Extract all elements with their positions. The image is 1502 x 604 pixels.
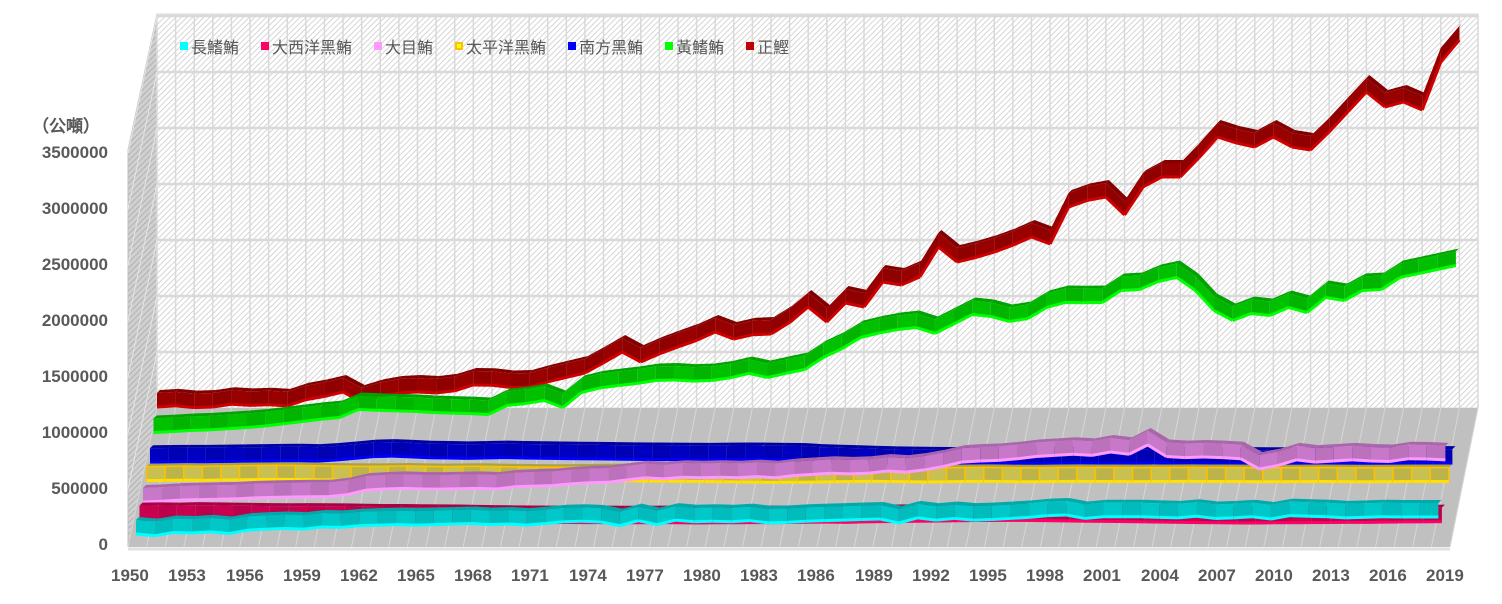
- legend-item-bigeye: 大目鮪: [374, 34, 433, 58]
- legend-swatch-icon: [568, 42, 576, 50]
- y-tick-label: 1000000: [42, 423, 108, 443]
- y-axis-unit-label: （公噸）: [32, 112, 100, 137]
- x-tick-label: 1959: [283, 566, 321, 586]
- legend-swatch-icon: [374, 42, 382, 50]
- x-tick-label: 1995: [969, 566, 1007, 586]
- x-tick-label: 1986: [797, 566, 835, 586]
- legend-label: 大目鮪: [385, 34, 433, 58]
- legend-swatch-icon: [455, 42, 463, 50]
- legend-swatch-icon: [665, 42, 673, 50]
- legend-label: 南方黑鮪: [579, 34, 643, 58]
- y-tick-label: 500000: [51, 479, 108, 499]
- legend-label: 黃鰭鮪: [676, 34, 724, 58]
- x-tick-label: 1974: [569, 566, 607, 586]
- x-tick-label: 2007: [1198, 566, 1236, 586]
- x-tick-label: 1992: [912, 566, 950, 586]
- x-tick-label: 1950: [111, 566, 149, 586]
- x-tick-label: 1983: [740, 566, 778, 586]
- legend-item-atlantic-bluefin: 大西洋黑鮪: [261, 34, 352, 58]
- legend-label: 大西洋黑鮪: [272, 34, 352, 58]
- x-tick-label: 2001: [1083, 566, 1121, 586]
- legend-swatch-icon: [261, 42, 269, 50]
- x-tick-label: 1977: [626, 566, 664, 586]
- legend-label: 正鰹: [757, 34, 789, 58]
- legend-swatch-icon: [180, 42, 188, 50]
- x-tick-label: 2013: [1312, 566, 1350, 586]
- x-tick-label: 1968: [454, 566, 492, 586]
- legend-item-yellowfin: 黃鰭鮪: [665, 34, 724, 58]
- legend-swatch-icon: [746, 42, 754, 50]
- y-tick-label: 3500000: [42, 143, 108, 163]
- x-tick-label: 1998: [1026, 566, 1064, 586]
- x-tick-label: 2004: [1141, 566, 1179, 586]
- legend: 長鰭鮪 大西洋黑鮪 大目鮪 太平洋黑鮪 南方黑鮪 黃鰭鮪 正鰹: [180, 34, 811, 58]
- y-tick-label: 2500000: [42, 255, 108, 275]
- y-tick-label: 2000000: [42, 311, 108, 331]
- x-tick-label: 1971: [511, 566, 549, 586]
- x-tick-label: 1956: [226, 566, 264, 586]
- x-tick-label: 1989: [855, 566, 893, 586]
- x-tick-label: 2016: [1369, 566, 1407, 586]
- legend-label: 長鰭鮪: [191, 34, 239, 58]
- legend-item-albacore: 長鰭鮪: [180, 34, 239, 58]
- legend-label: 太平洋黑鮪: [466, 34, 546, 58]
- x-tick-label: 2019: [1426, 566, 1464, 586]
- legend-item-southern-bluefin: 南方黑鮪: [568, 34, 643, 58]
- x-tick-label: 2010: [1255, 566, 1293, 586]
- x-tick-label: 1962: [340, 566, 378, 586]
- x-tick-label: 1980: [683, 566, 721, 586]
- x-tick-label: 1965: [397, 566, 435, 586]
- y-tick-label: 3000000: [42, 199, 108, 219]
- legend-item-skipjack: 正鰹: [746, 34, 789, 58]
- x-tick-label: 1953: [168, 566, 206, 586]
- y-tick-label: 0: [99, 535, 108, 555]
- y-tick-label: 1500000: [42, 367, 108, 387]
- legend-item-pacific-bluefin: 太平洋黑鮪: [455, 34, 546, 58]
